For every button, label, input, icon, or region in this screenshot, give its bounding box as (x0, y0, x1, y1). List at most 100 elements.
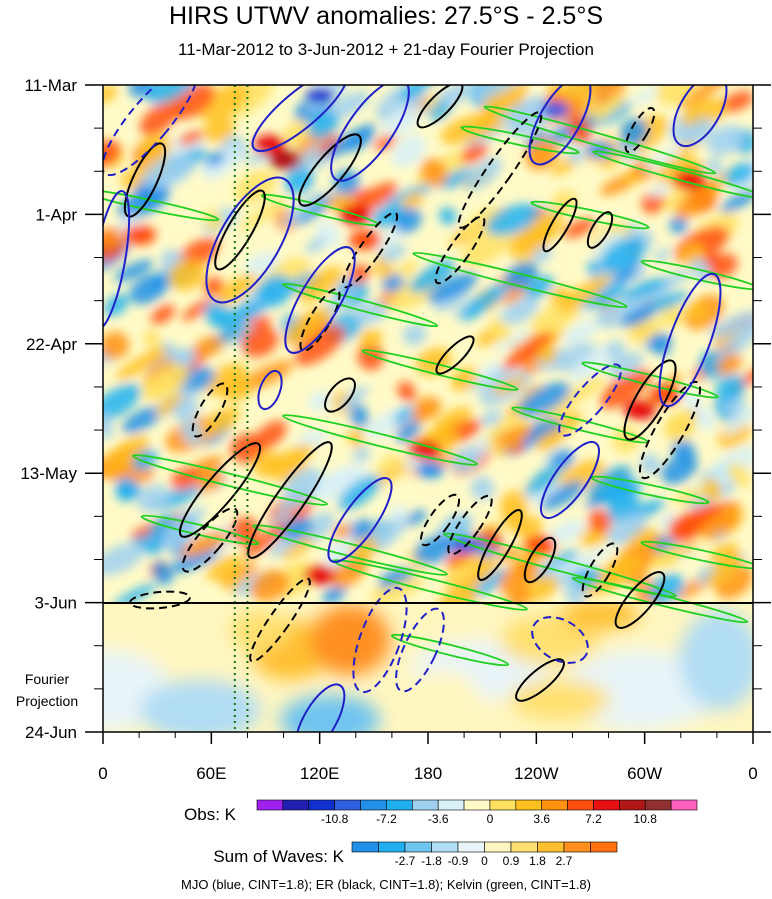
obs-anomaly-patch (502, 332, 553, 371)
obs-anomaly-patch (377, 454, 406, 483)
kelvin-contour (282, 414, 478, 466)
obs-anomaly-patch (382, 274, 405, 293)
obs-anomaly-patch (516, 516, 543, 539)
obs-anomaly-patch (204, 151, 226, 167)
waves-colorbar-tick-label: -0.9 (448, 854, 469, 868)
obs-anomaly-patch (120, 486, 141, 502)
obs-anomaly-patch (706, 556, 744, 587)
obs-anomaly-patch (709, 310, 753, 339)
obs-anomaly-patch (122, 405, 164, 434)
obs-anomaly-patch (221, 376, 253, 402)
obs-anomaly-patch (532, 245, 552, 264)
waves-colorbar-swatch (484, 841, 512, 853)
waves-colorbar-swatch (378, 841, 406, 853)
obs-anomaly-patch (540, 480, 584, 510)
obs-anomaly-patch (723, 162, 753, 186)
obs-anomaly-patch (358, 328, 383, 349)
obs-colorbar-swatch (386, 799, 413, 811)
waves-colorbar-tick-label: 2.7 (556, 854, 573, 868)
obs-anomaly-patch (409, 259, 455, 293)
obs-anomaly-patch (150, 304, 176, 325)
kelvin-contour (571, 576, 749, 624)
obs-anomaly-patch (488, 317, 511, 342)
obs-anomaly-patch (556, 375, 606, 410)
mjo-contour (205, 176, 295, 304)
er-contour (586, 211, 614, 249)
er-contour (249, 577, 311, 663)
obs-anomaly-patch (428, 102, 452, 121)
kelvin-contour (281, 282, 439, 328)
kelvin-contour (132, 454, 328, 506)
er-contour (447, 494, 493, 556)
colorbars: Obs: K -10.8 -7.2 -3.6 0 3.6 7.2 10.8 Sum of Wav… (184, 799, 698, 868)
obs-anomaly-patch (443, 563, 479, 586)
obs-strong-anomaly (304, 565, 336, 585)
obs-anomaly-patch (525, 418, 561, 443)
obs-anomaly-patch (349, 403, 369, 428)
er-contour (419, 493, 461, 547)
obs-anomaly-patch (728, 462, 750, 488)
obs-anomaly-patch (470, 476, 495, 501)
obs-anomaly-patch (391, 135, 427, 168)
obs-anomaly-patch (326, 192, 355, 211)
obs-colorbar-tick-label: -10.8 (321, 812, 349, 826)
obs-strong-anomaly (524, 535, 556, 555)
er-contour (416, 85, 464, 129)
obs-anomaly-patch (664, 414, 697, 442)
er-contour (341, 211, 399, 289)
x-tick-label: 120E (300, 764, 340, 783)
obs-anomaly-patch (656, 85, 698, 106)
obs-anomaly-patch (250, 569, 290, 602)
obs-colorbar-swatch (541, 799, 568, 811)
obs-anomaly-patch (593, 92, 628, 122)
er-contour (581, 542, 619, 598)
obs-anomaly-patch (606, 513, 647, 543)
chart-subtitle: 11-Mar-2012 to 3-Jun-2012 + 21-day Fouri… (178, 40, 594, 59)
forecast-anomaly-patch (510, 680, 610, 720)
obs-anomaly-patch (701, 477, 722, 502)
obs-anomaly-patch (550, 190, 577, 215)
obs-anomaly-patch (374, 577, 424, 603)
obs-anomaly-patch (103, 413, 114, 440)
obs-anomaly-patch (525, 464, 563, 496)
waves-colorbar-tick-label: 1.8 (529, 854, 546, 868)
obs-colorbar-swatch (619, 799, 646, 811)
obs-anomaly-patch (168, 259, 206, 291)
kelvin-contour (592, 150, 753, 200)
wave-contours (103, 85, 753, 732)
obs-anomaly-patch (295, 325, 346, 366)
obs-anomaly-patch (486, 203, 540, 236)
obs-anomaly-patch (600, 236, 646, 272)
obs-anomaly-patch (640, 453, 661, 476)
er-contour (191, 382, 229, 438)
obs-anomaly-patch (297, 266, 344, 303)
forecast-anomaly-patch (140, 620, 220, 660)
chart-title: HIRS UTWV anomalies: 27.5°S - 2.5°S (168, 2, 604, 30)
waves-colorbar-tick-label: -2.7 (395, 854, 416, 868)
obs-anomaly-patch (103, 85, 118, 103)
y-tick-label: 24-Jun (25, 723, 77, 742)
obs-anomaly-patch (313, 464, 368, 502)
obs-anomaly-patch (614, 268, 636, 285)
forecast-anomaly-patch (680, 610, 753, 710)
obs-anomaly-patch (714, 323, 753, 363)
obs-colorbar-swatch (334, 799, 361, 811)
obs-anomaly-patch (601, 555, 642, 582)
obs-anomaly-patch (668, 516, 697, 544)
er-contour (638, 380, 702, 480)
obs-anomaly-patch (716, 353, 743, 375)
obs-anomaly-patch (551, 159, 576, 176)
obs-strong-anomaly (254, 135, 286, 155)
obs-anomaly-patch (349, 537, 378, 562)
obs-anomaly-patch (675, 182, 720, 220)
mjo-contour (103, 85, 199, 177)
obs-anomaly-patch (480, 410, 503, 427)
obs-anomaly-patch (324, 124, 376, 158)
obs-negative-anomaly (306, 87, 334, 103)
obs-anomaly-patch (291, 512, 335, 547)
obs-anomaly-patch (353, 446, 370, 462)
obs-anomaly-patch (566, 146, 585, 164)
obs-colorbar-label: Obs: K (184, 805, 237, 824)
obs-anomaly-patch (230, 433, 263, 464)
obs-anomaly-patch (535, 430, 565, 451)
